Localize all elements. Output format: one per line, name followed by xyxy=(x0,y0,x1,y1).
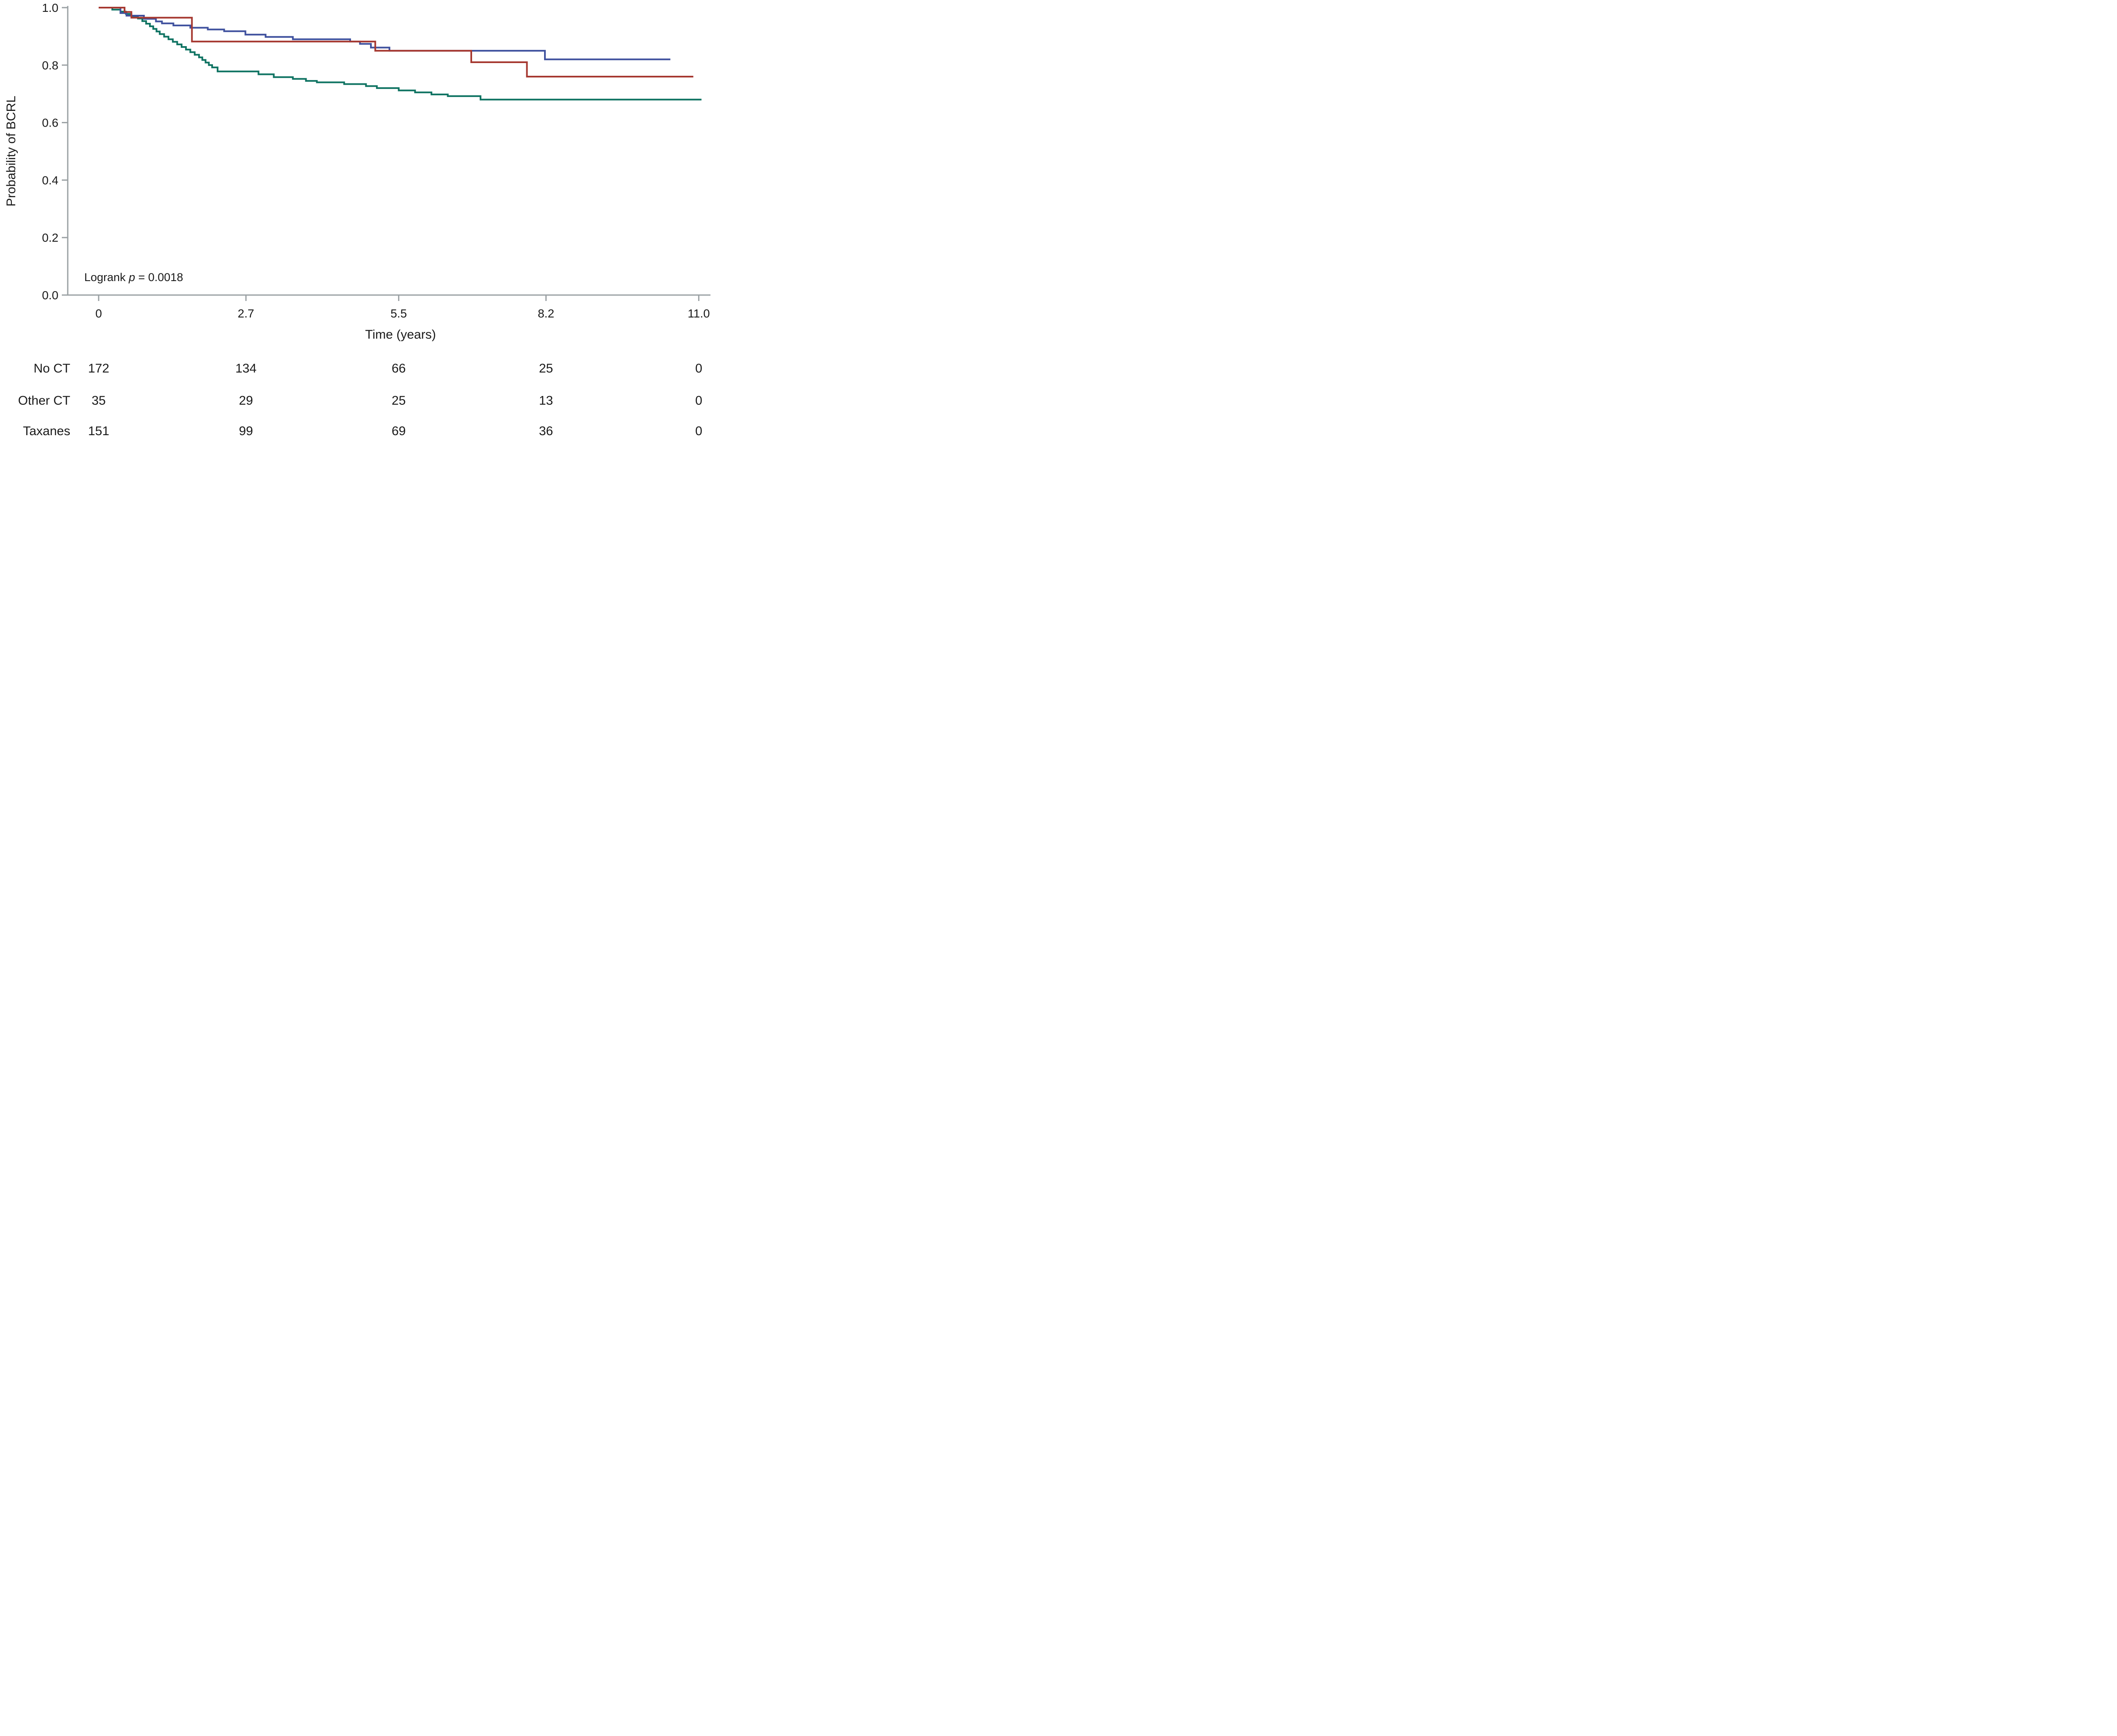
risk-count: 0 xyxy=(695,394,702,408)
km-curve-other-ct xyxy=(99,7,694,77)
x-tick-label: 5.5 xyxy=(390,307,407,320)
risk-count: 69 xyxy=(392,424,406,438)
risk-count: 36 xyxy=(539,424,553,438)
axis-layer: 0.0 0.2 0.4 0.6 0.8 1.0 0 2.7 5.5 8.2 11.0 xyxy=(42,1,710,320)
km-survival-chart: 0.0 0.2 0.4 0.6 0.8 1.0 0 2.7 5.5 8.2 11.0 Probabi… xyxy=(4,1,710,438)
risk-count: 0 xyxy=(695,362,702,375)
x-tick-label: 8.2 xyxy=(538,307,554,320)
logrank-prefix: Logrank xyxy=(84,271,129,284)
logrank-p-symbol: p xyxy=(128,271,135,284)
y-tick-label: 0.6 xyxy=(42,116,58,130)
risk-count: 25 xyxy=(539,362,553,375)
y-tick-label: 0.2 xyxy=(42,231,58,244)
x-tick-label: 0 xyxy=(95,307,102,320)
logrank-value: = 0.0018 xyxy=(135,271,183,284)
y-tick-label: 0.8 xyxy=(42,59,58,72)
risk-row-taxanes: Taxanes 151 99 69 36 0 xyxy=(23,424,702,438)
risk-row-other-ct: Other CT 35 29 25 13 0 xyxy=(18,394,702,408)
risk-count: 99 xyxy=(239,424,253,438)
km-figure: 0.0 0.2 0.4 0.6 0.8 1.0 0 2.7 5.5 8.2 11.0 Probabi… xyxy=(0,0,711,439)
y-tick-label: 1.0 xyxy=(42,1,58,14)
risk-count: 66 xyxy=(392,362,406,375)
risk-count: 151 xyxy=(88,424,109,438)
y-tick-label: 0.0 xyxy=(42,289,58,302)
risk-count: 25 xyxy=(392,394,406,408)
risk-row-no-ct: No CT 172 134 66 25 0 xyxy=(33,362,702,375)
x-tick-label: 2.7 xyxy=(238,307,254,320)
curves-layer xyxy=(99,7,702,101)
risk-count: 172 xyxy=(88,362,109,375)
y-axis-title: Probability of BCRL xyxy=(4,96,18,207)
risk-row-label: Other CT xyxy=(18,394,70,408)
risk-count: 0 xyxy=(695,424,702,438)
risk-count: 13 xyxy=(539,394,553,408)
x-axis-title: Time (years) xyxy=(365,328,436,342)
risk-count: 134 xyxy=(235,362,257,375)
y-tick-label: 0.4 xyxy=(42,174,58,187)
risk-row-label: No CT xyxy=(33,362,70,375)
km-curve-taxanes xyxy=(99,7,702,101)
risk-count: 35 xyxy=(91,394,105,408)
logrank-annotation: Logrank p = 0.0018 xyxy=(84,271,183,284)
risk-count: 29 xyxy=(239,394,253,408)
x-tick-label: 11.0 xyxy=(688,307,710,320)
risk-row-label: Taxanes xyxy=(23,424,70,438)
